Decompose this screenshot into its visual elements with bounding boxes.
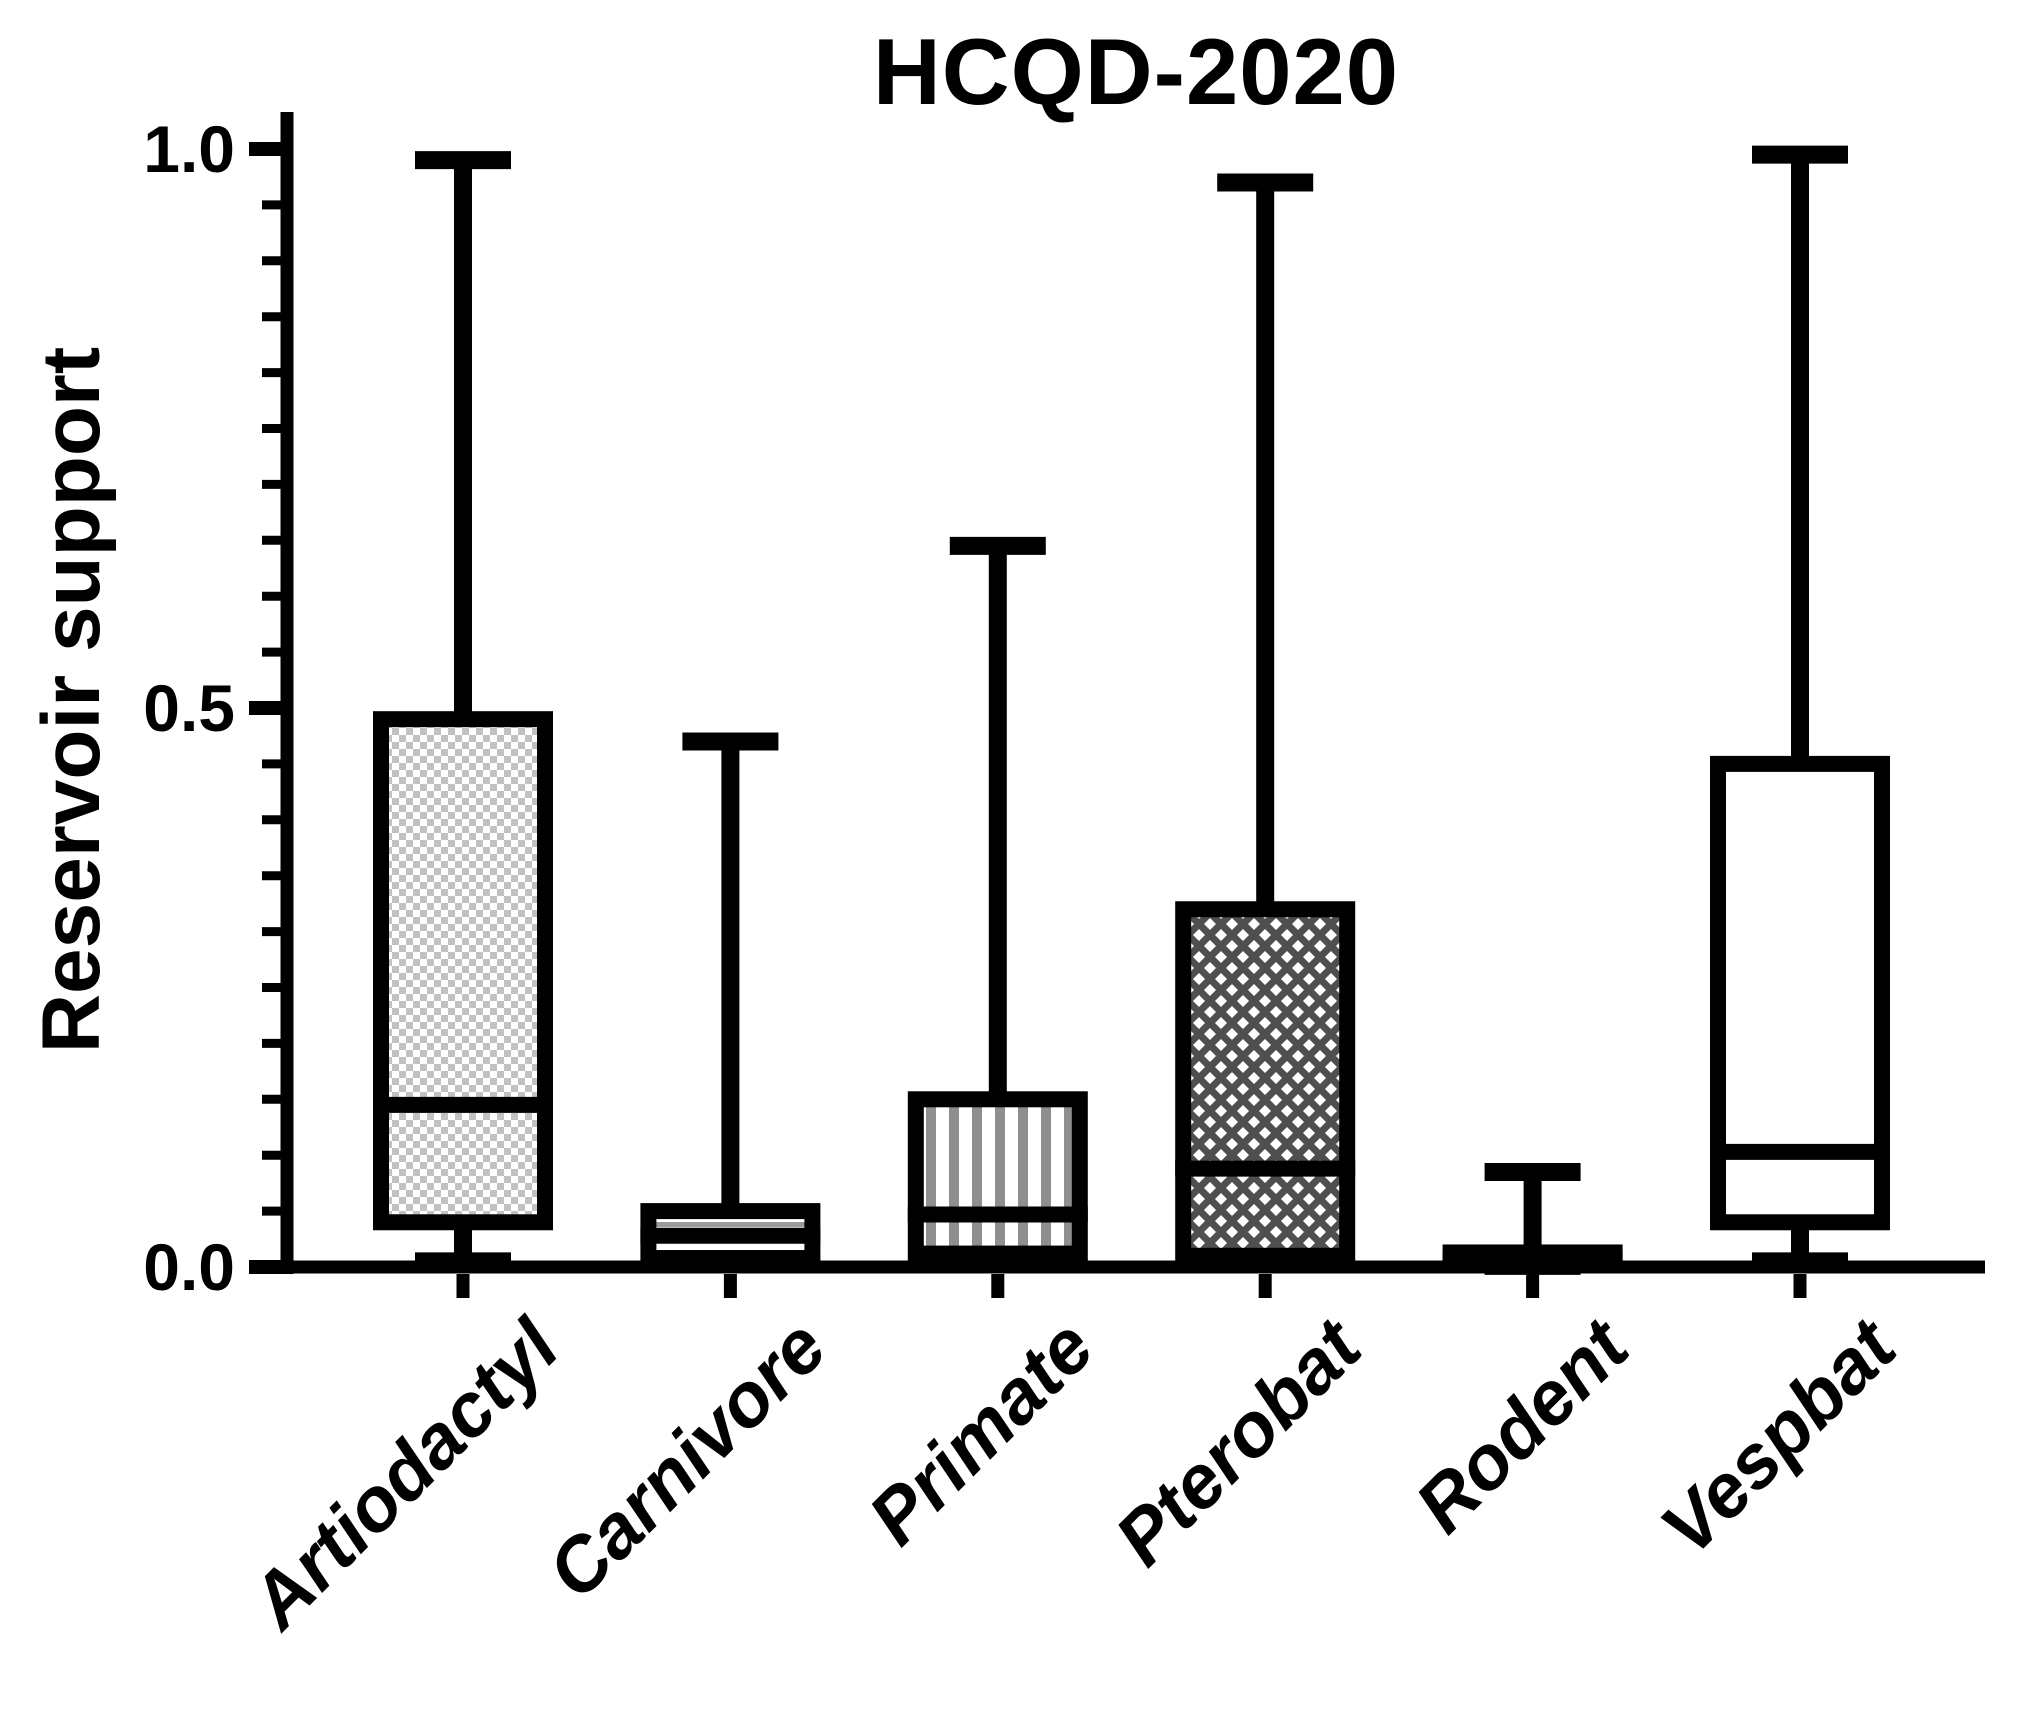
x-label-carnivore: Carnivore — [531, 1304, 842, 1615]
x-label-rodent: Rodent — [1399, 1302, 1646, 1549]
pterobat-box — [1175, 901, 1356, 1264]
y-tick-label: 0.5 — [143, 671, 235, 745]
x-label-pterobat: Pterobat — [1099, 1302, 1379, 1582]
chart-title: HCQD-2020 — [872, 19, 1400, 124]
y-tick-label: 0.0 — [143, 1230, 235, 1304]
y-tick-label: 1.0 — [143, 112, 235, 186]
artiodactyl-box — [373, 711, 553, 1231]
x-label-primate: Primate — [853, 1304, 1110, 1561]
x-label-vespbat: Vespbat — [1645, 1302, 1914, 1571]
primate-box — [907, 1091, 1088, 1262]
x-label-artiodactyl: Artiodactyl — [233, 1303, 577, 1647]
